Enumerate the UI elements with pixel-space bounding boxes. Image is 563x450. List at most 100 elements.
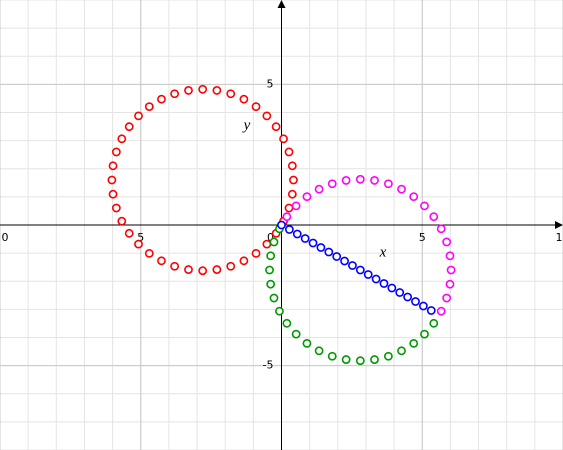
marker bbox=[184, 86, 193, 95]
marker bbox=[436, 224, 446, 234]
marker bbox=[316, 243, 326, 252]
marker bbox=[144, 248, 154, 258]
marker bbox=[251, 248, 261, 258]
marker bbox=[383, 179, 393, 189]
marker bbox=[327, 179, 337, 189]
marker bbox=[429, 318, 439, 328]
marker bbox=[226, 261, 236, 271]
marker bbox=[363, 270, 373, 279]
marker bbox=[445, 279, 455, 289]
marker bbox=[420, 329, 429, 339]
marker bbox=[291, 201, 301, 211]
x-axis-label: x bbox=[379, 244, 387, 260]
x-tick-label: 0 bbox=[267, 231, 274, 244]
marker bbox=[355, 174, 365, 184]
marker bbox=[409, 338, 419, 348]
marker bbox=[279, 134, 288, 144]
marker bbox=[332, 252, 342, 261]
marker bbox=[284, 203, 294, 213]
x-tick-label: 0 bbox=[2, 231, 9, 244]
marker bbox=[426, 306, 436, 315]
marker bbox=[324, 247, 334, 257]
x-tick-label: 5 bbox=[137, 231, 144, 244]
marker bbox=[387, 283, 397, 293]
marker bbox=[418, 301, 428, 311]
marker bbox=[341, 176, 351, 185]
marker bbox=[282, 212, 292, 222]
marker bbox=[239, 94, 249, 104]
y-axis-arrow bbox=[277, 0, 286, 8]
marker bbox=[370, 176, 379, 185]
marker bbox=[108, 189, 118, 199]
marker bbox=[184, 265, 193, 274]
series-blue bbox=[277, 220, 436, 315]
marker bbox=[411, 297, 420, 306]
marker bbox=[134, 239, 143, 249]
marker bbox=[271, 122, 281, 132]
marker bbox=[282, 318, 292, 328]
marker bbox=[383, 351, 393, 361]
marker bbox=[409, 192, 419, 202]
marker bbox=[117, 134, 127, 144]
y-tick-label: -5 bbox=[263, 359, 274, 372]
marker bbox=[341, 355, 351, 364]
y-tick-label: 5 bbox=[267, 77, 274, 90]
marker bbox=[300, 234, 310, 243]
marker bbox=[284, 147, 294, 157]
x-tick-label: 5 bbox=[419, 231, 426, 244]
marker bbox=[442, 293, 452, 303]
marker bbox=[265, 265, 274, 275]
marker bbox=[107, 175, 117, 185]
x-tick-label: 1 bbox=[556, 231, 563, 244]
marker bbox=[348, 261, 357, 270]
marker bbox=[420, 201, 429, 211]
marker bbox=[289, 175, 298, 185]
x-axis-arrow bbox=[555, 221, 563, 229]
marker bbox=[355, 265, 365, 275]
marker bbox=[287, 161, 297, 171]
marker bbox=[266, 251, 276, 261]
marker bbox=[395, 288, 405, 297]
marker bbox=[308, 238, 318, 248]
marker bbox=[287, 189, 297, 199]
marker bbox=[111, 203, 121, 213]
marker bbox=[291, 329, 301, 339]
series-red bbox=[107, 84, 298, 276]
marker bbox=[170, 261, 180, 271]
marker bbox=[429, 212, 439, 222]
marker bbox=[198, 84, 208, 94]
marker bbox=[277, 220, 286, 230]
marker bbox=[379, 279, 389, 288]
marker bbox=[117, 216, 127, 226]
marker bbox=[170, 89, 180, 99]
series-magenta bbox=[282, 174, 456, 316]
marker bbox=[251, 102, 261, 112]
marker bbox=[144, 102, 154, 112]
marker bbox=[157, 94, 166, 104]
marker bbox=[340, 256, 349, 266]
marker bbox=[446, 265, 456, 275]
marker bbox=[226, 89, 236, 99]
marker bbox=[445, 251, 455, 261]
marker bbox=[212, 265, 222, 274]
marker bbox=[198, 266, 208, 276]
y-axis-label: y bbox=[242, 117, 251, 133]
marker bbox=[314, 346, 324, 356]
marker bbox=[403, 292, 413, 302]
marker bbox=[327, 351, 337, 361]
marker bbox=[157, 256, 166, 266]
marker bbox=[262, 111, 272, 121]
marker bbox=[284, 225, 294, 234]
marker bbox=[436, 306, 446, 316]
marker bbox=[314, 184, 324, 194]
marker bbox=[124, 228, 134, 238]
marker bbox=[442, 237, 452, 247]
marker bbox=[266, 279, 276, 289]
marker bbox=[302, 338, 312, 348]
marker bbox=[262, 239, 272, 249]
marker bbox=[292, 229, 302, 239]
marker bbox=[370, 355, 379, 364]
marker bbox=[212, 86, 222, 95]
marker bbox=[239, 256, 249, 266]
